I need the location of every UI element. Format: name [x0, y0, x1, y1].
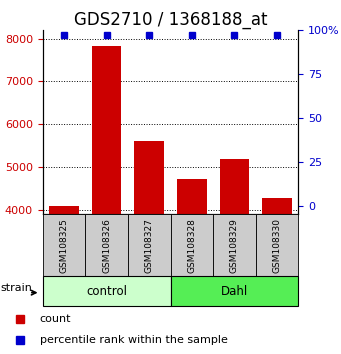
Bar [170, 276, 298, 306]
Text: count: count [40, 314, 71, 324]
Bar [256, 214, 298, 276]
Text: strain: strain [1, 283, 33, 293]
Bar [213, 214, 256, 276]
Text: control: control [86, 285, 127, 298]
Text: GSM108327: GSM108327 [145, 218, 154, 273]
Bar [43, 214, 85, 276]
Title: GDS2710 / 1368188_at: GDS2710 / 1368188_at [74, 11, 267, 29]
Bar [262, 198, 292, 214]
Text: Dahl: Dahl [221, 285, 248, 298]
Bar [128, 214, 170, 276]
Text: GSM108325: GSM108325 [59, 218, 69, 273]
Bar [85, 214, 128, 276]
Bar [134, 141, 164, 214]
Text: GSM108329: GSM108329 [230, 218, 239, 273]
Bar [92, 46, 121, 214]
Bar [177, 179, 207, 214]
Text: GSM108330: GSM108330 [272, 218, 282, 273]
Text: percentile rank within the sample: percentile rank within the sample [40, 335, 227, 345]
Bar [49, 206, 79, 214]
Bar [220, 159, 249, 214]
Bar [43, 276, 170, 306]
Text: GSM108328: GSM108328 [187, 218, 196, 273]
Text: GSM108326: GSM108326 [102, 218, 111, 273]
Bar [170, 214, 213, 276]
